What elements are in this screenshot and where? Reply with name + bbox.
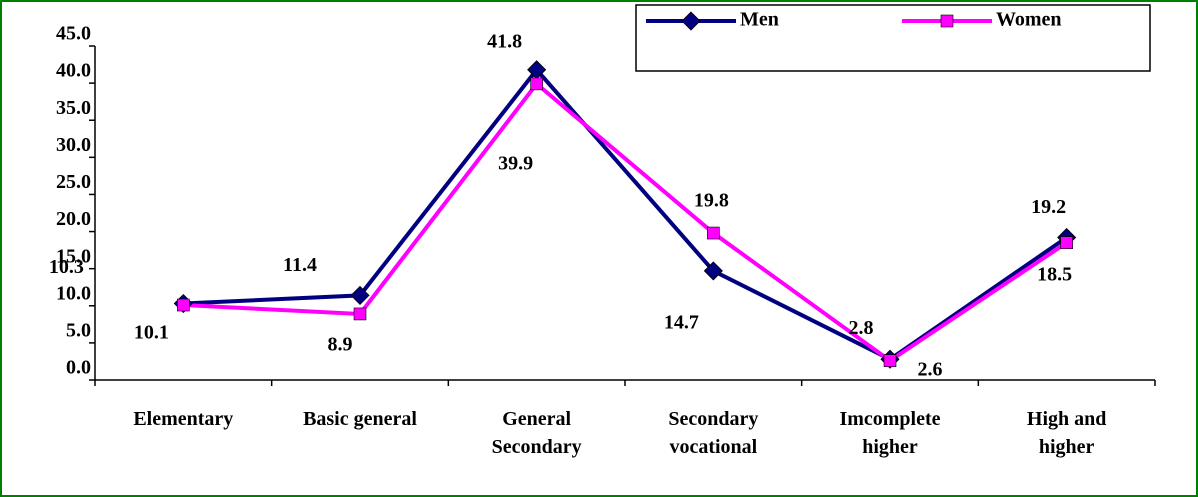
legend-label: Men — [740, 9, 779, 31]
data-label: 41.8 — [487, 30, 522, 52]
y-tick-label: 5.0 — [66, 319, 91, 341]
data-label: 2.8 — [849, 317, 874, 339]
y-tick-label: 10.0 — [56, 282, 91, 304]
marker — [703, 261, 723, 281]
marker — [707, 226, 720, 240]
x-tick-label: Elementary — [133, 408, 234, 430]
y-tick-label: 20.0 — [56, 208, 91, 230]
marker — [353, 307, 367, 321]
y-tick-label: 35.0 — [56, 97, 91, 119]
series-line — [183, 80, 1068, 364]
data-label: 10.1 — [134, 322, 169, 344]
data-label: 18.5 — [1037, 263, 1072, 285]
data-label: 2.6 — [918, 358, 943, 380]
data-label: 39.9 — [498, 152, 533, 174]
marker — [681, 11, 701, 31]
y-tick-label: 25.0 — [56, 171, 91, 193]
y-tick-label: 45.0 — [56, 23, 91, 45]
marker — [883, 354, 897, 368]
x-tick-label: Imcomplete higher — [839, 408, 941, 458]
marker — [350, 285, 370, 305]
data-label: 10.3 — [49, 256, 84, 278]
marker — [1060, 236, 1073, 249]
legend-box — [635, 4, 1151, 72]
marker — [177, 298, 190, 312]
y-tick-label: 30.0 — [56, 134, 91, 156]
y-tick-label: 40.0 — [56, 60, 91, 82]
x-tick-label: General Secondary — [491, 408, 582, 458]
marker — [530, 77, 543, 91]
x-tick-label: Secondary vocational — [668, 408, 759, 458]
data-label: 14.7 — [664, 311, 699, 333]
y-tick-label: 15.0 — [56, 245, 91, 267]
series-line — [183, 66, 1068, 362]
x-tick-label: High and higher — [1026, 408, 1107, 458]
y-tick-label: 0.0 — [66, 357, 91, 379]
data-label: 19.8 — [694, 190, 729, 212]
data-label: 19.2 — [1031, 196, 1066, 218]
legend-label: Women — [996, 9, 1062, 31]
data-label: 11.4 — [283, 254, 317, 276]
x-tick-label: Basic general — [303, 408, 417, 430]
data-label: 8.9 — [328, 334, 353, 356]
marker — [940, 14, 954, 28]
